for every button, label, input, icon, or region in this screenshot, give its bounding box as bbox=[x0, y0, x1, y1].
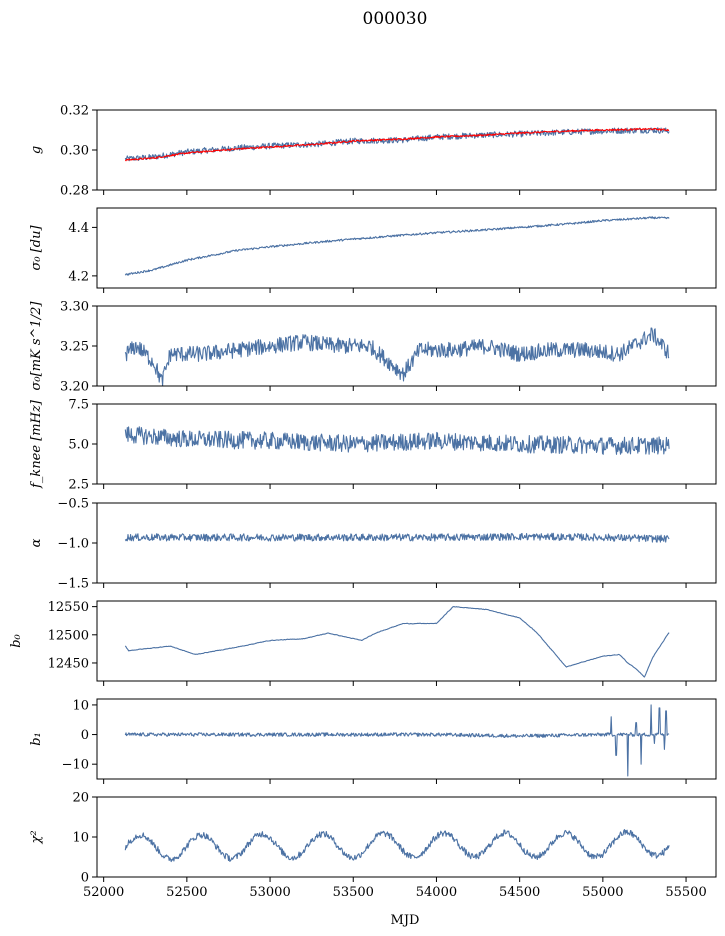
y-axis-label: α bbox=[29, 538, 44, 547]
y-tick-label: 5.0 bbox=[68, 438, 89, 453]
plot-frame bbox=[96, 502, 717, 584]
series-line bbox=[124, 606, 670, 678]
x-tick-label: 53000 bbox=[249, 885, 290, 900]
y-tick-label: 0.30 bbox=[60, 144, 89, 159]
plot-frame bbox=[96, 600, 717, 682]
x-tick-label: 54000 bbox=[416, 885, 457, 900]
y-axis-label: σ₀ [du] bbox=[29, 225, 44, 271]
y-tick-label: 3.20 bbox=[60, 380, 89, 395]
x-tick-label: 52000 bbox=[83, 885, 124, 900]
x-tick-label: 55500 bbox=[665, 885, 706, 900]
y-tick-label: 10 bbox=[72, 831, 89, 846]
y-tick-label: 4.2 bbox=[68, 269, 89, 284]
series-line bbox=[124, 127, 670, 162]
y-tick-label: −1.0 bbox=[57, 537, 89, 552]
y-axis-label: σ₀[mK s^1/2] bbox=[29, 301, 44, 391]
plot-frame bbox=[96, 109, 717, 191]
y-tick-label: 2.5 bbox=[68, 478, 89, 493]
panel-3: 3.20 3.25 3.30 σ₀[mK s^1/2] bbox=[29, 300, 717, 395]
plot-frame bbox=[96, 796, 717, 878]
plot-frame bbox=[96, 207, 717, 289]
y-tick-label: −0.5 bbox=[57, 497, 89, 512]
panel-6: 12450 12500 12550 b₀ bbox=[9, 600, 717, 686]
figure-title: 000030 bbox=[363, 9, 428, 29]
y-axis-label: b₁ bbox=[29, 732, 44, 746]
series-line bbox=[124, 327, 670, 387]
y-tick-label: 3.25 bbox=[60, 340, 89, 355]
y-tick-label: 0 bbox=[81, 728, 89, 743]
y-tick-label: 3.30 bbox=[60, 300, 89, 315]
x-tick-label: 55000 bbox=[582, 885, 623, 900]
y-tick-label: 4.4 bbox=[68, 221, 89, 236]
y-tick-label: 12450 bbox=[48, 656, 89, 671]
series-line bbox=[124, 829, 670, 863]
x-tick-label: 52500 bbox=[166, 885, 207, 900]
y-axis-label: f_knee [mHz] bbox=[29, 399, 44, 489]
y-tick-label: 12500 bbox=[48, 628, 89, 643]
panel-4: 2.5 5.0 7.5 f_knee [mHz] bbox=[29, 398, 717, 493]
panel-2: 4.2 4.4 σ₀ [du] bbox=[29, 207, 717, 293]
panels: 0.28 0.30 0.32 g 4.2 4.4 σ₀ [du] 3.20 3.25 3.30 σ₀… bbox=[9, 104, 717, 900]
panel-7: −10 0 10 b₁ bbox=[29, 698, 717, 784]
y-tick-label: 0 bbox=[81, 871, 89, 886]
y-tick-label: 7.5 bbox=[68, 398, 89, 413]
panel-5: −1.5 −1.0 −0.5 α bbox=[29, 497, 717, 592]
series-line bbox=[124, 532, 670, 543]
x-axis-label: MJD bbox=[391, 913, 420, 928]
y-axis-label: b₀ bbox=[9, 633, 24, 647]
panel-1: 0.28 0.30 0.32 g bbox=[29, 104, 717, 199]
plot-frame bbox=[96, 698, 717, 780]
y-tick-label: −1.5 bbox=[57, 577, 89, 592]
y-tick-label: 20 bbox=[72, 791, 89, 806]
y-tick-label: −10 bbox=[62, 758, 89, 773]
y-tick-label: 0.28 bbox=[60, 184, 89, 199]
x-tick-label: 54500 bbox=[499, 885, 540, 900]
series-line bbox=[124, 216, 670, 276]
y-axis-label: g bbox=[29, 146, 44, 154]
panel-8: 0 10 20 52000 52500 53000 53500 54000 54500 55000… bbox=[29, 791, 717, 900]
x-tick-label: 53500 bbox=[333, 885, 374, 900]
y-tick-label: 10 bbox=[72, 698, 89, 713]
y-tick-label: 12550 bbox=[48, 600, 89, 615]
y-tick-label: 0.32 bbox=[60, 104, 89, 119]
series-line bbox=[124, 704, 670, 777]
series-line bbox=[124, 127, 670, 162]
series-line bbox=[124, 426, 670, 455]
y-axis-label: χ² bbox=[29, 830, 44, 844]
